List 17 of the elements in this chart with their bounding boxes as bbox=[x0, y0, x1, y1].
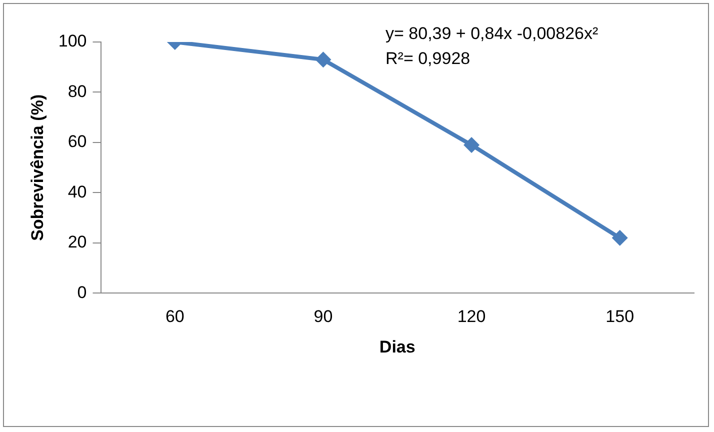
y-axis-title: Sobrevivência (%) bbox=[28, 94, 47, 241]
y-tick-label: 80 bbox=[68, 82, 87, 101]
y-tick-label: 100 bbox=[58, 32, 87, 51]
point bbox=[464, 136, 480, 153]
y-tick-label: 40 bbox=[68, 182, 87, 202]
annotation: R²= 0,9928 bbox=[386, 49, 470, 68]
x-axis-title: Dias bbox=[379, 337, 416, 356]
x-tick-label: 60 bbox=[165, 307, 184, 326]
y-tick-label: 20 bbox=[68, 232, 87, 252]
point bbox=[315, 52, 332, 68]
x-tick-label: 120 bbox=[457, 307, 486, 326]
y-tick-label: 0 bbox=[77, 282, 87, 302]
y-tick-label: 60 bbox=[68, 132, 87, 152]
point bbox=[612, 230, 628, 246]
x-tick-label: 90 bbox=[314, 307, 333, 326]
annotation: y= 80,39 + 0,84x -0,00826x² bbox=[386, 24, 599, 44]
x-tick-label: 150 bbox=[606, 307, 634, 326]
